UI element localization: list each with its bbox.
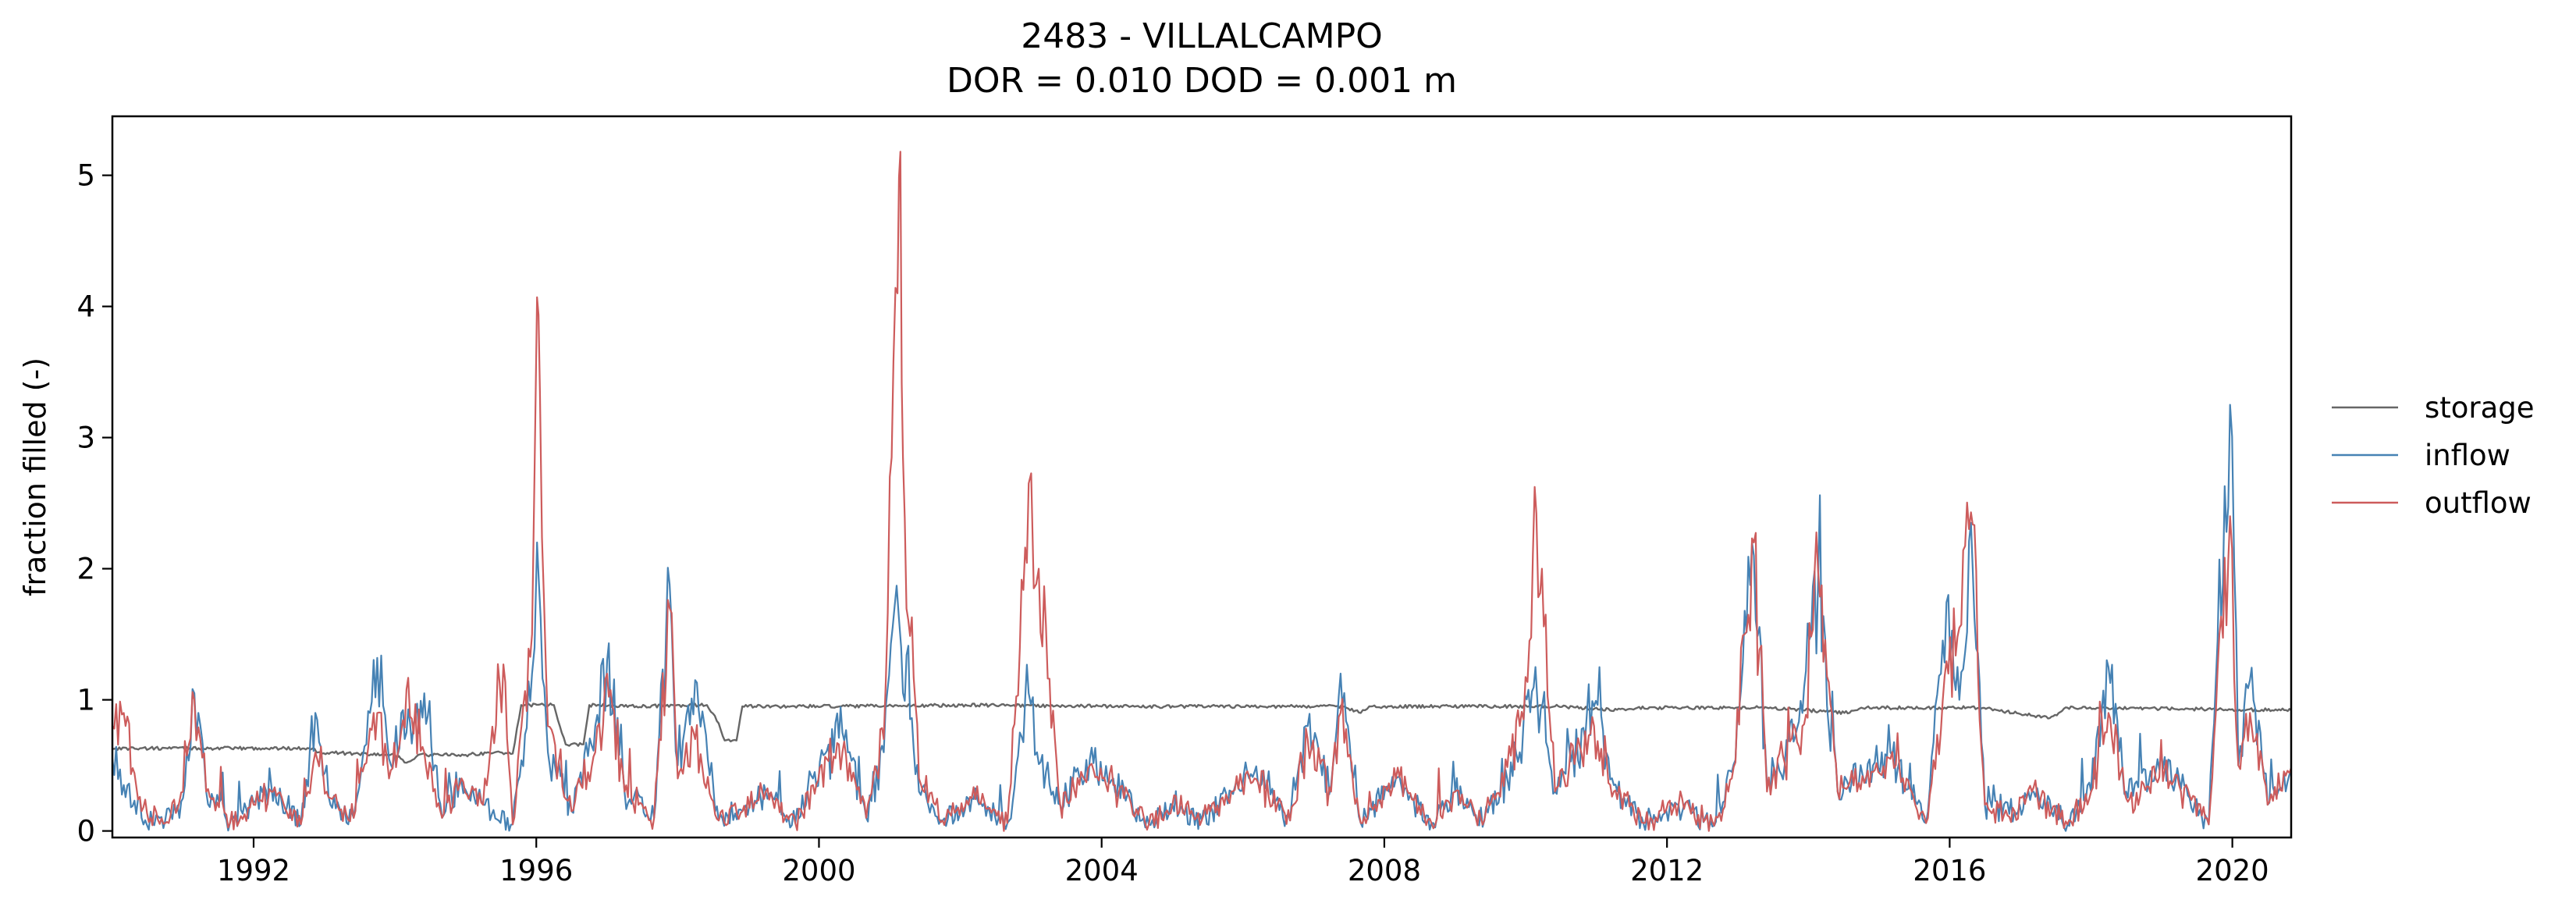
y-tick-label: 3 <box>76 421 95 455</box>
x-tick-label: 2020 <box>2196 854 2269 887</box>
series-layer <box>112 151 2291 832</box>
legend-label-inflow: inflow <box>2425 439 2510 472</box>
series-line-storage <box>112 702 2291 764</box>
y-tick-label: 5 <box>76 159 95 193</box>
x-tick-label: 2004 <box>1065 854 1139 887</box>
x-tick-label: 2016 <box>1913 854 1986 887</box>
plot-area <box>111 115 2293 839</box>
legend: storage inflow outflow <box>2332 391 2535 520</box>
y-tick-label: 1 <box>76 684 95 717</box>
y-axis-label: fraction filled (-) <box>18 357 52 596</box>
x-tick-label: 2000 <box>782 854 855 887</box>
series-line-inflow <box>112 404 2291 832</box>
x-tick-label: 1996 <box>499 854 573 887</box>
series-line-outflow <box>112 151 2291 832</box>
chart-title: 2483 - VILLALCAMPO <box>1021 16 1383 56</box>
x-axis: 1992 1996 2000 2004 2008 2012 2016 2020 <box>217 838 2269 887</box>
y-tick-label: 0 <box>76 815 95 848</box>
legend-label-outflow: outflow <box>2425 486 2532 520</box>
x-tick-label: 1992 <box>217 854 290 887</box>
plot-frame <box>111 115 2293 839</box>
legend-label-storage: storage <box>2425 391 2535 425</box>
x-tick-label: 2008 <box>1348 854 1421 887</box>
y-tick-label: 4 <box>76 290 95 324</box>
x-tick-label: 2012 <box>1630 854 1704 887</box>
chart-subtitle: DOR = 0.010 DOD = 0.001 m <box>947 61 1457 101</box>
y-axis: 0 1 2 3 4 5 <box>76 159 112 848</box>
y-tick-label: 2 <box>76 553 95 586</box>
